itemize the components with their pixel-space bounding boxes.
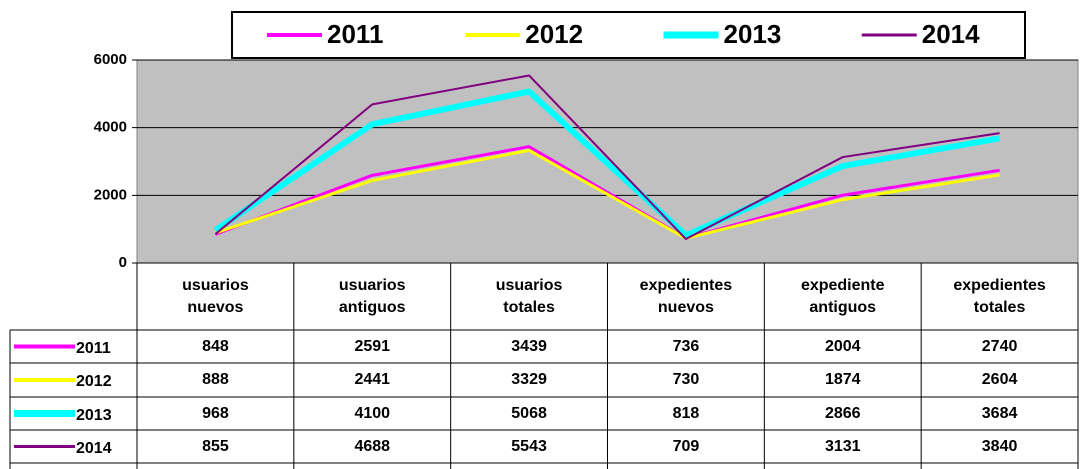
series-line	[214, 148, 1000, 240]
row-label: 2012	[76, 373, 112, 390]
category-label: expedientes nuevos	[639, 276, 733, 316]
legend-label: 2012	[525, 19, 583, 49]
table-value: 5543	[511, 437, 547, 455]
table-value: 4688	[354, 437, 391, 455]
y-tick-label: 0	[119, 254, 127, 271]
table-value: 2591	[354, 337, 391, 355]
series-line	[213, 88, 1001, 239]
table-value: 2604	[981, 371, 1018, 388]
table-value: 2740	[981, 337, 1018, 355]
table-value: 818	[672, 404, 700, 422]
table-value: 4100	[354, 404, 391, 422]
table-value: 3439	[511, 337, 547, 355]
category-label: expediente antiguos	[800, 276, 885, 316]
table-value: 855	[202, 437, 229, 455]
category-label: expedientes totales	[953, 276, 1046, 316]
table-value: 2441	[354, 371, 391, 388]
table-value: 3840	[981, 437, 1018, 455]
series-line	[214, 74, 1000, 241]
table-value: 848	[202, 337, 229, 355]
table-value: 3684	[981, 404, 1018, 422]
row-label: 2013	[76, 406, 112, 424]
legend-label: 2011	[327, 19, 383, 49]
table-value: 2866	[824, 404, 861, 422]
legend-label: 2013	[724, 19, 782, 49]
table-value: 1874	[824, 371, 861, 388]
table-value: 3131	[824, 437, 861, 455]
category-label: usuarios totales	[495, 276, 563, 316]
table-value: 736	[672, 337, 700, 355]
table-value: 2004	[824, 337, 861, 355]
table-value: 730	[672, 371, 700, 388]
table-value: 968	[202, 404, 229, 422]
table-value: 3329	[511, 371, 547, 388]
y-tick-label: 2000	[94, 186, 127, 203]
row-label: 2014	[76, 439, 112, 457]
legend-label: 2014	[922, 19, 980, 49]
row-label: 2011	[76, 339, 111, 357]
y-tick-label: 4000	[94, 119, 127, 136]
category-label: usuarios antiguos	[338, 276, 406, 316]
y-tick-label: 6000	[94, 51, 127, 68]
category-label: usuarios nuevos	[182, 276, 249, 316]
table-value: 888	[202, 371, 229, 388]
table-value: 709	[672, 437, 700, 455]
table-value: 5068	[511, 404, 547, 422]
series-line	[214, 145, 1000, 240]
